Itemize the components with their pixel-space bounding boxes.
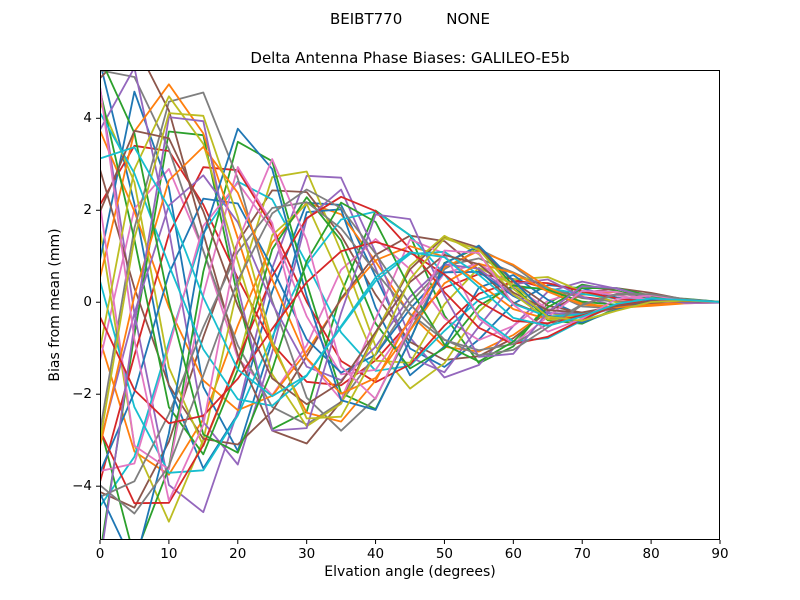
series-line (100, 112, 720, 442)
x-tick-label: 40 (366, 546, 385, 562)
suptitle-station: BEIBT770 (329, 10, 403, 28)
series-line (100, 70, 720, 470)
x-tick-label: 70 (573, 546, 591, 562)
suptitle-solution: NONE (446, 10, 490, 28)
x-axis-label: Elvation angle (degrees) (324, 564, 496, 580)
y-tick-label: 4 (83, 110, 92, 127)
y-tick-label: −2 (72, 386, 92, 403)
series-line (100, 170, 720, 523)
series-line (100, 70, 720, 445)
series-line (100, 146, 720, 447)
y-axis-label: Bias from mean (mm) (47, 228, 63, 382)
x-tick-label: 30 (298, 546, 316, 562)
x-tick-label: 90 (711, 546, 729, 562)
series-line (100, 86, 720, 502)
series-line (100, 129, 720, 406)
y-tick-label: −4 (72, 478, 92, 495)
x-tick-label: 10 (160, 546, 178, 562)
x-tick-label: 60 (504, 546, 522, 562)
series-line (100, 146, 720, 398)
x-tick-label: 20 (229, 546, 247, 562)
x-tick-label: 80 (642, 546, 660, 562)
suptitle: BEIBT770 NONE (100, 10, 720, 28)
plot-area (96, 70, 721, 544)
series-line (100, 188, 720, 515)
series-line (100, 166, 720, 471)
axes-title: Delta Antenna Phase Biases: GALILEO-E5b (250, 49, 570, 67)
x-tick-label: 50 (435, 546, 454, 562)
series-line (102, 116, 720, 540)
x-tick-label: 0 (95, 546, 105, 562)
axes-frame (100, 70, 720, 540)
y-tick-label: 2 (83, 202, 92, 219)
